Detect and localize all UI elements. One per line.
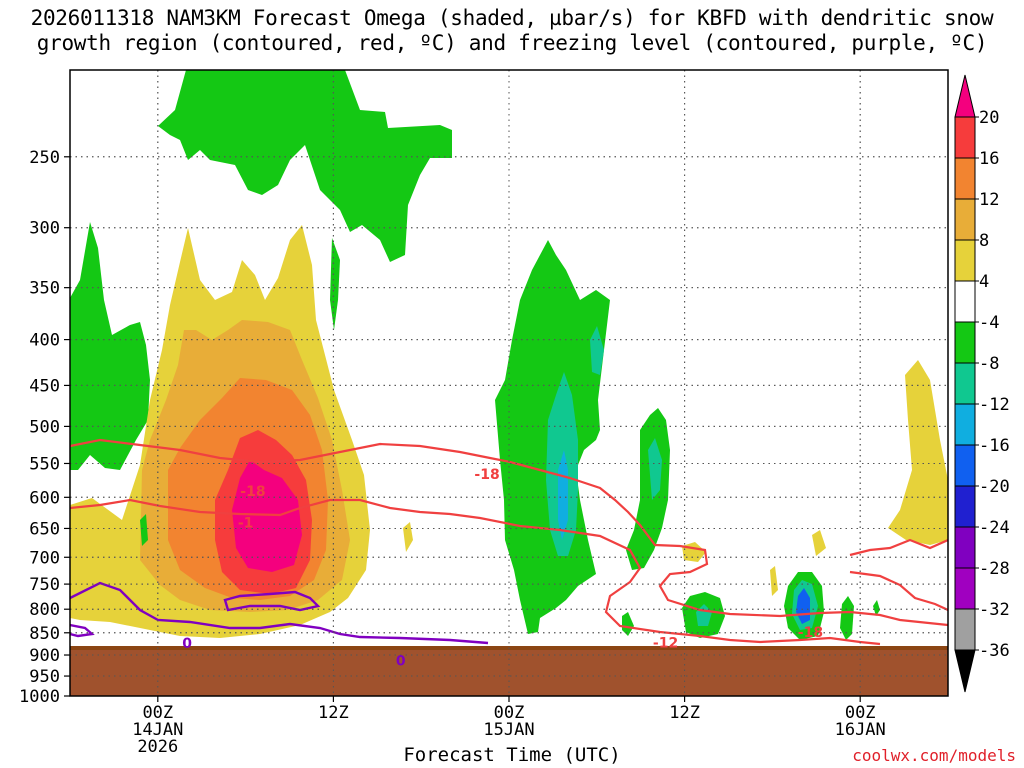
y-tick-label: 450 xyxy=(29,376,60,396)
contour-label: 0 xyxy=(182,636,192,652)
colorbar-label: 16 xyxy=(979,149,999,169)
colorbar-label: 8 xyxy=(979,231,989,251)
colorbar-segment xyxy=(954,198,976,241)
omega-region-green-right-1 xyxy=(626,408,670,570)
omega-region-blue-center xyxy=(558,450,568,540)
contour-lines xyxy=(70,438,948,646)
colorbar-segment xyxy=(954,280,976,323)
omega-region-teal-center-2 xyxy=(590,326,604,375)
contour-label: -18 xyxy=(798,625,823,641)
omega-region-green-left-small xyxy=(140,514,148,546)
contour-label: -12 xyxy=(653,636,678,652)
y-tick-label: 250 xyxy=(29,148,60,168)
contour-label: -1 xyxy=(238,515,254,531)
colorbar-bottom-triangle xyxy=(954,649,976,693)
omega-region-yellow-right xyxy=(888,360,948,545)
colorbar-label: -8 xyxy=(979,354,999,374)
x-tick-label: 14JAN xyxy=(132,720,183,740)
colorbar-segment xyxy=(954,608,976,651)
y-tick-label: 1000 xyxy=(19,687,60,707)
x-tick-label: 12Z xyxy=(669,703,700,723)
x-tick-label: 12Z xyxy=(318,703,349,723)
omega-region-magenta xyxy=(232,460,302,572)
omega-shading xyxy=(70,70,948,640)
x-tick-label: 2026 xyxy=(137,737,178,757)
colorbar-segment xyxy=(954,239,976,282)
x-tick-label: 00Z xyxy=(142,703,173,723)
colorbar-segment xyxy=(954,444,976,487)
y-tick-label: 400 xyxy=(29,331,60,351)
dgz-contour-right-upper xyxy=(849,538,948,557)
y-tick-label: 750 xyxy=(29,575,60,595)
colorbar-top-triangle xyxy=(954,74,976,118)
y-tick-label: 500 xyxy=(29,417,60,437)
y-tick-label: 350 xyxy=(29,279,60,299)
colorbar-label: -24 xyxy=(979,518,1010,538)
freezing-level-contour-left xyxy=(70,623,95,638)
colorbar-label: -32 xyxy=(979,600,1010,620)
y-tick-label: 700 xyxy=(29,548,60,568)
chart-title-line-1: 2026011318 NAM3KM Forecast Omega (shaded… xyxy=(30,6,994,30)
colorbar-segment xyxy=(954,116,976,159)
y-tick-label: 650 xyxy=(29,519,60,539)
dgz-contour-minus-18-upper xyxy=(70,438,948,627)
colorbar-label: -12 xyxy=(979,395,1010,415)
colorbar-segment xyxy=(954,526,976,569)
dgz-contour-right-lower xyxy=(849,570,948,611)
x-tick-label: 15JAN xyxy=(483,720,534,740)
contour-label: -18 xyxy=(474,467,499,483)
dgz-contour-minus-12 xyxy=(70,498,881,646)
colorbar-label: -20 xyxy=(979,477,1010,497)
omega-region-teal-right-1 xyxy=(648,438,662,500)
freezing-level-contour-upper xyxy=(223,590,321,612)
colorbar-label: 4 xyxy=(979,272,989,292)
y-tick-label: 550 xyxy=(29,454,60,474)
omega-region-green-right-5 xyxy=(873,600,880,616)
colorbar-segment xyxy=(954,321,976,364)
omega-region-green-right-4 xyxy=(840,596,854,640)
colorbar-segment xyxy=(954,403,976,446)
contour-label: 0 xyxy=(396,654,406,670)
freezing-level-contour-lower xyxy=(70,581,489,645)
colorbar-label: 12 xyxy=(979,190,999,210)
y-tick-label: 300 xyxy=(29,219,60,239)
y-tick-label: 600 xyxy=(29,488,60,508)
colorbar-segment xyxy=(954,567,976,610)
y-tick-label: 850 xyxy=(29,624,60,644)
source-credit[interactable]: coolwx.com/models xyxy=(852,746,1016,765)
colorbar-segment xyxy=(954,157,976,200)
colorbar-segment xyxy=(954,362,976,405)
colorbar-label: 20 xyxy=(979,108,999,128)
omega-region-upper-green-2 xyxy=(330,238,340,330)
omega-region-green-right-6 xyxy=(622,612,634,636)
contour-label: -18 xyxy=(240,484,265,500)
colorbar-segment xyxy=(954,485,976,528)
colorbar-label: -16 xyxy=(979,436,1010,456)
omega-region-upper-green xyxy=(158,70,452,262)
colorbar-label: -36 xyxy=(979,641,1010,661)
y-axis: 2503003504004505005506006507007508008509… xyxy=(19,148,70,707)
omega-region-left-green xyxy=(70,222,150,470)
y-tick-label: 800 xyxy=(29,600,60,620)
colorbar: 20 16 12 8 4 -4 -8 -12 -16 -20 -24 -28 -32 -36 xyxy=(954,74,1010,693)
x-tick-label: 00Z xyxy=(845,703,876,723)
omega-region-yellow-small-3 xyxy=(812,530,826,556)
x-tick-label: 00Z xyxy=(494,703,525,723)
omega-region-yellow-small-4 xyxy=(770,566,778,596)
contour-labels: -18 -18 -1 -12 -18 0 0 xyxy=(182,467,823,670)
colorbar-label: -4 xyxy=(979,313,999,333)
omega-region-yellow-small-2 xyxy=(682,542,706,562)
y-tick-label: 900 xyxy=(29,646,60,666)
colorbar-label: -28 xyxy=(979,559,1010,579)
y-tick-label: 950 xyxy=(29,667,60,687)
chart-title-line-2: growth region (contoured, red, ºC) and f… xyxy=(36,31,988,55)
x-axis-title: Forecast Time (UTC) xyxy=(403,744,621,766)
x-tick-label: 16JAN xyxy=(835,720,886,740)
omega-region-yellow-small-1 xyxy=(403,522,413,552)
